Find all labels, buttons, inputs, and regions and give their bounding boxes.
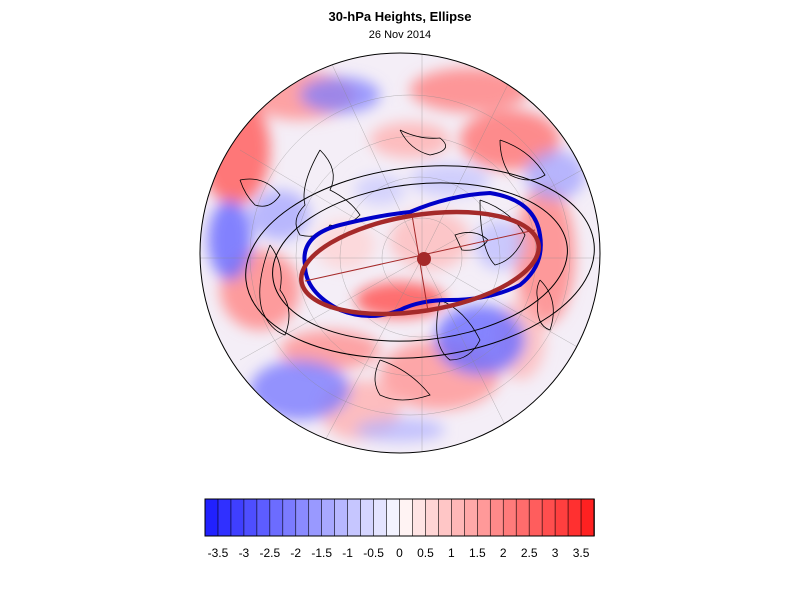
colorbar-box [334,498,349,537]
colorbar-boxes [204,498,595,537]
colorbar-box [580,498,595,537]
colorbar-box [308,498,323,537]
colorbar-box [476,498,492,537]
colorbar-tick-label: -3.5 [208,546,229,560]
colorbar-tick-label: -3 [239,546,250,560]
colorbar-tick-label: -0.5 [363,546,384,560]
colorbar-box [217,498,232,537]
colorbar-box [204,498,219,537]
colorbar-box [541,498,556,537]
colorbar-box [515,498,530,537]
colorbar-tick-labels: -3.5 -3 -2.5 -2 -1.5 -1 -0.5 0 0.5 1 1.5 2 2.5 3 3.5 [208,546,590,560]
colorbar-box [321,498,336,537]
colorbar-box [412,498,427,537]
colorbar-tick-label: -1 [342,546,353,560]
colorbar-tick-label: 3 [552,546,559,560]
colorbar-box [464,498,479,537]
colorbar-tick-label: 0 [396,546,403,560]
colorbar-box [489,498,505,537]
colorbar-box [282,498,297,537]
anomaly-field [200,53,600,453]
colorbar-box [567,498,582,537]
colorbar-box [295,498,310,537]
colorbar-box [243,498,258,537]
colorbar-tick-label: 1 [448,546,455,560]
coastlines [239,129,554,401]
colorbar-box [269,498,284,537]
colorbar-box [502,498,518,537]
map-title: 30-hPa Heights, Ellipse [328,9,472,24]
colorbar-box [399,498,414,537]
ellipse-center-marker [417,252,431,266]
colorbar-tick-label: -1.5 [311,546,332,560]
colorbar-box [360,498,375,537]
colorbar-box [528,498,543,537]
colorbar-box [386,498,401,537]
colorbar-box [451,498,466,537]
colorbar-frame [204,498,595,537]
map-subtitle: 26 Nov 2014 [368,29,432,41]
colorbar-box [256,498,271,537]
graticule [200,53,600,453]
colorbar-tick-label: -2 [290,546,301,560]
colorbar-box [230,498,245,537]
fitted-ellipse [298,209,542,317]
colorbar-tick-label: 3.5 [573,546,590,560]
colorbar-tick-label: 2.5 [521,546,538,560]
colorbar-box [373,498,388,537]
colorbar-tick-label: -2.5 [259,546,280,560]
colorbar-box [554,498,569,537]
colorbar-box [438,498,453,537]
colorbar-box [425,498,440,537]
colorbar-tick-label: 1.5 [469,546,486,560]
height-contours [245,165,595,359]
colorbar-box [347,498,362,537]
colorbar-tick-label: 2 [500,546,507,560]
colorbar-tick-label: 0.5 [417,546,434,560]
globe-outline [199,52,601,454]
